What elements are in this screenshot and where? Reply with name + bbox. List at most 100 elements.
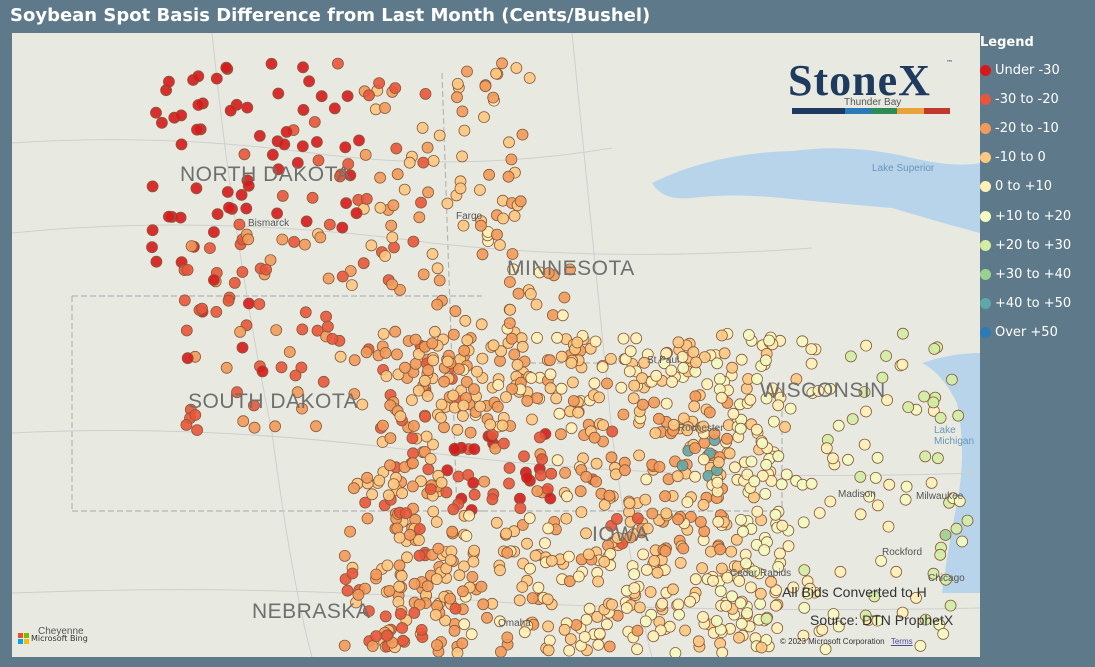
location-dot[interactable]: [876, 371, 889, 384]
location-dot[interactable]: [458, 124, 471, 137]
location-dot[interactable]: [628, 379, 641, 392]
location-dot[interactable]: [446, 525, 459, 538]
location-dot[interactable]: [352, 588, 365, 601]
location-dot[interactable]: [416, 122, 429, 134]
location-dot[interactable]: [544, 368, 557, 381]
location-dot[interactable]: [723, 447, 736, 460]
location-dot[interactable]: [623, 497, 636, 510]
location-dot[interactable]: [824, 495, 837, 508]
location-dot[interactable]: [150, 106, 162, 119]
location-dot[interactable]: [461, 334, 474, 347]
location-dot[interactable]: [398, 183, 411, 196]
location-dot[interactable]: [409, 357, 422, 370]
location-dot[interactable]: [191, 123, 203, 136]
location-dot[interactable]: [393, 559, 406, 572]
location-dot[interactable]: [220, 61, 233, 74]
location-dot[interactable]: [681, 496, 694, 509]
location-dot[interactable]: [910, 592, 922, 604]
location-dot[interactable]: [588, 431, 601, 444]
location-dot[interactable]: [511, 358, 524, 371]
location-dot[interactable]: [756, 437, 769, 450]
location-dot[interactable]: [296, 402, 308, 415]
location-dot[interactable]: [336, 221, 349, 234]
location-dot[interactable]: [640, 473, 653, 486]
location-dot[interactable]: [271, 207, 284, 220]
location-dot[interactable]: [460, 375, 473, 388]
location-dot[interactable]: [597, 419, 609, 432]
location-dot[interactable]: [448, 624, 461, 637]
location-dot[interactable]: [191, 424, 204, 437]
location-dot[interactable]: [703, 406, 716, 419]
location-dot[interactable]: [451, 91, 463, 104]
location-dot[interactable]: [253, 130, 266, 142]
location-dot[interactable]: [353, 134, 365, 147]
location-dot[interactable]: [505, 153, 518, 166]
location-dot[interactable]: [444, 592, 457, 605]
location-dot[interactable]: [192, 70, 205, 83]
location-dot[interactable]: [453, 569, 466, 582]
location-dot[interactable]: [860, 339, 872, 352]
location-dot[interactable]: [456, 105, 469, 118]
location-dot[interactable]: [641, 564, 653, 576]
location-dot[interactable]: [514, 195, 527, 208]
location-dot[interactable]: [689, 573, 702, 586]
location-dot[interactable]: [253, 298, 266, 311]
location-dot[interactable]: [224, 104, 237, 117]
location-dot[interactable]: [665, 364, 678, 377]
location-dot[interactable]: [681, 424, 694, 437]
location-dot[interactable]: [413, 549, 426, 562]
location-dot[interactable]: [303, 75, 316, 88]
location-dot[interactable]: [491, 400, 504, 413]
location-dot[interactable]: [391, 168, 404, 181]
location-dot[interactable]: [687, 346, 700, 359]
location-dot[interactable]: [497, 437, 510, 450]
location-dot[interactable]: [574, 485, 587, 498]
legend-item[interactable]: Under -30: [980, 56, 1095, 85]
location-dot[interactable]: [689, 470, 701, 483]
location-dot[interactable]: [342, 158, 355, 170]
location-dot[interactable]: [408, 607, 421, 619]
location-dot[interactable]: [770, 599, 782, 612]
location-dot[interactable]: [265, 57, 278, 70]
location-dot[interactable]: [533, 431, 546, 444]
location-dot[interactable]: [296, 140, 309, 153]
location-dot[interactable]: [384, 432, 397, 445]
location-dot[interactable]: [582, 548, 595, 561]
location-dot[interactable]: [242, 297, 255, 310]
location-dot[interactable]: [631, 624, 644, 637]
location-dot[interactable]: [428, 325, 441, 338]
location-dot[interactable]: [735, 617, 748, 630]
location-dot[interactable]: [310, 420, 322, 433]
location-dot[interactable]: [863, 490, 876, 503]
location-dot[interactable]: [563, 644, 576, 657]
location-dot[interactable]: [399, 361, 411, 374]
location-dot[interactable]: [453, 363, 465, 375]
location-dot[interactable]: [441, 197, 454, 210]
location-dot[interactable]: [796, 335, 809, 348]
location-dot[interactable]: [541, 593, 554, 606]
location-dot[interactable]: [181, 263, 194, 276]
location-dot[interactable]: [834, 565, 847, 578]
location-dot[interactable]: [426, 248, 439, 260]
location-dot[interactable]: [779, 421, 791, 433]
location-dot[interactable]: [338, 550, 351, 562]
location-dot[interactable]: [718, 347, 731, 360]
location-dot[interactable]: [341, 90, 354, 102]
location-dot[interactable]: [360, 192, 373, 205]
location-dot[interactable]: [944, 599, 957, 612]
location-dot[interactable]: [430, 573, 443, 585]
location-dot[interactable]: [264, 254, 277, 267]
location-dot[interactable]: [927, 567, 940, 580]
location-dot[interactable]: [606, 598, 618, 611]
location-dot[interactable]: [697, 453, 710, 466]
location-dot[interactable]: [486, 493, 499, 506]
location-dot[interactable]: [649, 427, 662, 440]
location-dot[interactable]: [359, 149, 372, 161]
location-dot[interactable]: [953, 495, 966, 508]
location-dot[interactable]: [291, 156, 304, 169]
location-dot[interactable]: [503, 477, 515, 490]
location-dot[interactable]: [598, 555, 611, 568]
location-dot[interactable]: [222, 294, 235, 307]
location-dot[interactable]: [503, 462, 516, 474]
location-dot[interactable]: [676, 351, 689, 363]
